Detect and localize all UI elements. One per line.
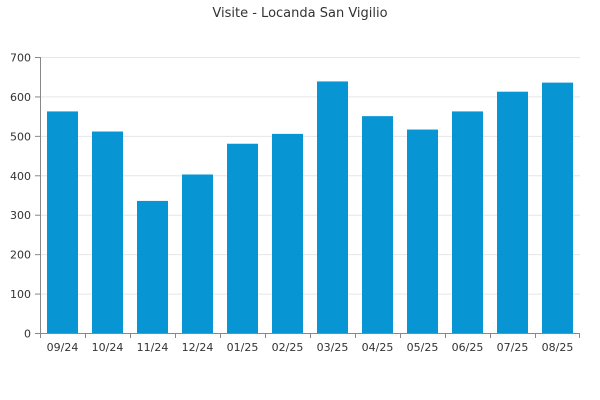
x-tick-label: 05/25	[407, 341, 439, 354]
y-tick-label: 0	[24, 328, 31, 341]
y-tick-label: 200	[10, 249, 31, 262]
bar-01-25	[227, 143, 258, 333]
bar-05-25	[407, 129, 438, 333]
x-tick-label: 03/25	[317, 341, 349, 354]
chart-title: Visite - Locanda San Vigilio	[212, 6, 387, 21]
y-tick-label: 500	[10, 130, 31, 143]
y-tick-label: 700	[10, 52, 31, 65]
y-tick-label: 300	[10, 209, 31, 222]
x-tick-label: 10/24	[92, 341, 124, 354]
bar-12-24	[182, 174, 213, 333]
grid-lines	[40, 57, 580, 295]
x-tick-label: 12/24	[182, 341, 214, 354]
axes	[35, 57, 580, 338]
bar-03-25	[317, 81, 348, 334]
bar-07-25	[497, 91, 528, 333]
y-tick-labels: 0 100 200 300 400 500 600 700	[10, 52, 31, 341]
x-tick-label: 04/25	[362, 341, 394, 354]
x-tick-label: 07/25	[497, 341, 529, 354]
x-tick-label: 01/25	[227, 341, 259, 354]
bar-10-24	[92, 131, 123, 333]
x-tick-label: 11/24	[137, 341, 169, 354]
y-tick-label: 600	[10, 91, 31, 104]
bars	[47, 81, 573, 334]
bar-02-25	[272, 133, 303, 333]
bar-08-25	[542, 82, 573, 333]
bar-11-24	[137, 200, 168, 333]
x-tick-label: 08/25	[542, 341, 574, 354]
y-tick-label: 400	[10, 170, 31, 183]
x-tick-label: 09/24	[47, 341, 79, 354]
x-tick-label: 02/25	[272, 341, 304, 354]
x-tick-label: 06/25	[452, 341, 484, 354]
bar-06-25	[452, 111, 483, 333]
x-tick-labels: 09/24 10/24 11/24 12/24 01/25 02/25 03/25 04/25…	[47, 341, 574, 354]
bar-04-25	[362, 116, 393, 334]
y-tick-label: 100	[10, 288, 31, 301]
bar-09-24	[47, 111, 78, 333]
